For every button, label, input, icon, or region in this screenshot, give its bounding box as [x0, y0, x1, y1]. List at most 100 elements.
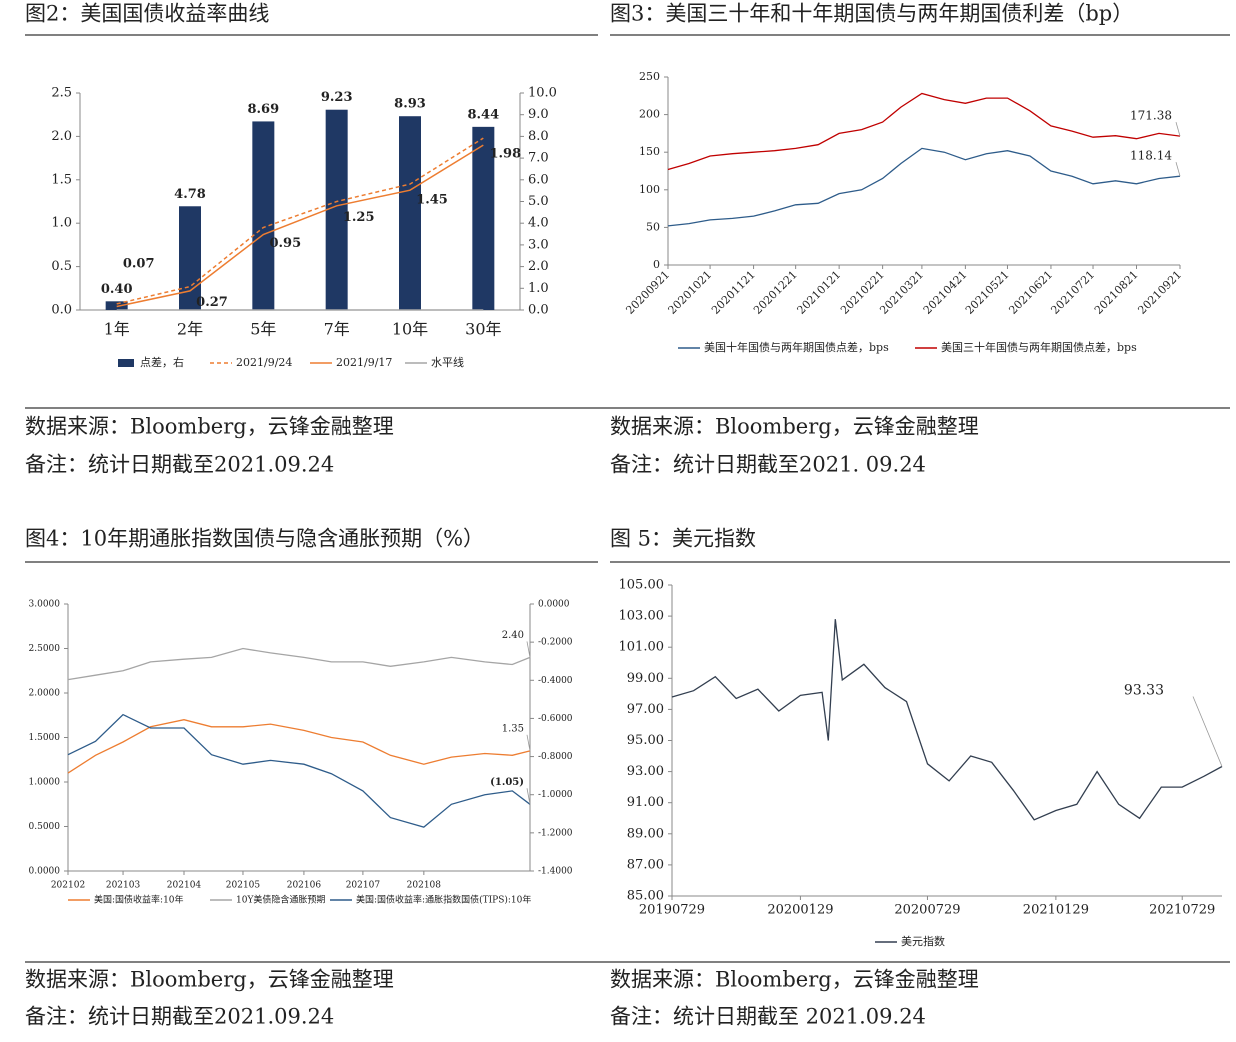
- label-leader: [1175, 122, 1181, 137]
- x-tick-label: 20200729: [894, 903, 960, 918]
- y-tick-label: 2.0: [51, 129, 72, 144]
- y-tick-label: 101.00: [619, 640, 665, 655]
- end-value-label: 2.40: [502, 630, 524, 641]
- x-tick-label: 1年: [104, 320, 130, 339]
- y-tick-label: 0.0000: [29, 867, 61, 877]
- y-tick-label: 2.0: [528, 259, 549, 274]
- y-tick-label: 100: [639, 183, 660, 196]
- series-line: [116, 137, 484, 305]
- legend-swatch: [118, 359, 134, 367]
- x-tick-label: 30年: [465, 320, 501, 339]
- point-value-label: 1.45: [416, 193, 448, 208]
- point-value-label: 0.95: [269, 236, 301, 251]
- y-tick-label: 1.0000: [29, 778, 61, 788]
- x-tick-label: 20210421: [921, 268, 970, 317]
- source-note: 数据来源：Bloomberg，云锋金融整理: [610, 415, 979, 439]
- series-line: [671, 619, 1223, 821]
- x-tick-label: 20200921: [623, 268, 672, 317]
- x-tick-label: 20210729: [1149, 903, 1215, 918]
- label-leader: [1192, 696, 1223, 767]
- date-note: 备注：统计日期截至2021.09.24: [25, 1005, 334, 1029]
- y-tick-label: 3.0: [528, 237, 549, 252]
- legend-label: 美国三十年国债与两年期国债点差，bps: [941, 340, 1137, 354]
- x-tick-label: 7年: [324, 320, 350, 339]
- y-tick-label: 2.5000: [29, 644, 61, 654]
- x-tick-label: 20210521: [963, 268, 1012, 317]
- y-tick-label: 6.0: [528, 172, 549, 187]
- date-note: 备注：统计日期截至2021. 09.24: [610, 453, 926, 477]
- x-tick-label: 20210121: [795, 268, 844, 317]
- y-tick-label: -1.0000: [538, 790, 573, 800]
- bar-value-label: 9.23: [321, 90, 353, 105]
- y-tick-label: -1.4000: [538, 867, 573, 877]
- y-tick-label: 50: [646, 220, 660, 233]
- y-tick-label: -0.4000: [538, 676, 573, 686]
- label-leader: [526, 641, 531, 658]
- y-tick-label: 99.00: [627, 671, 664, 686]
- x-tick-label: 202107: [346, 881, 381, 891]
- figure-title: 图4：10年期通胀指数国债与隐含通胀预期（%）: [25, 527, 484, 551]
- x-tick-label: 20190729: [639, 903, 705, 918]
- date-note: 备注：统计日期截至 2021.09.24: [610, 1005, 926, 1029]
- y-tick-label: 0.0: [528, 303, 549, 318]
- bar: [472, 126, 495, 311]
- x-tick-label: 202103: [106, 881, 141, 891]
- y-tick-label: 0.0: [51, 303, 72, 318]
- source-note: 数据来源：Bloomberg，云锋金融整理: [25, 968, 394, 992]
- date-note: 备注：统计日期截至2021.09.24: [25, 453, 334, 477]
- bar-value-label: 8.69: [247, 102, 279, 117]
- point-value-label: 1.25: [343, 210, 375, 225]
- legend-label: 点差，右: [140, 355, 184, 369]
- label-leader: [1175, 162, 1181, 177]
- x-tick-label: 202105: [226, 881, 261, 891]
- y-tick-label: 10.0: [528, 86, 557, 101]
- end-value-label: 93.33: [1124, 682, 1164, 698]
- x-tick-label: 10年: [392, 320, 428, 339]
- x-tick-label: 20210721: [1048, 268, 1097, 317]
- legend-label: 水平线: [431, 355, 464, 369]
- x-tick-label: 20201221: [751, 268, 800, 317]
- y-tick-label: 2.0000: [29, 689, 61, 699]
- y-tick-label: -1.2000: [538, 828, 573, 838]
- end-value-label: (1.05): [490, 777, 524, 788]
- end-value-label: 171.38: [1130, 109, 1172, 123]
- bar-value-label: 8.93: [394, 97, 426, 112]
- y-tick-label: 0: [653, 258, 660, 271]
- x-tick-label: 2年: [177, 320, 203, 339]
- y-tick-label: 95.00: [627, 733, 664, 748]
- y-tick-label: -0.6000: [538, 714, 573, 724]
- y-tick-label: 1.0: [528, 281, 549, 296]
- y-tick-label: 97.00: [627, 702, 664, 717]
- y-tick-label: 89.00: [627, 826, 664, 841]
- series-line: [667, 147, 1181, 227]
- y-tick-label: 91.00: [627, 795, 664, 810]
- x-tick-label: 20210129: [1023, 903, 1089, 918]
- x-tick-label: 202102: [51, 881, 85, 891]
- bar-value-label: 0.40: [101, 282, 133, 297]
- source-note: 数据来源：Bloomberg，云锋金融整理: [25, 415, 394, 439]
- x-tick-label: 20201021: [666, 268, 715, 317]
- y-tick-label: 5.0: [528, 194, 549, 209]
- y-tick-label: -0.8000: [538, 752, 573, 762]
- y-tick-label: 9.0: [528, 107, 549, 122]
- figure-title: 图3：美国三十年和十年期国债与两年期国债利差（bp）: [610, 2, 1133, 26]
- legend-label: 美国:国债收益率:10年: [94, 894, 184, 906]
- bar: [399, 116, 421, 311]
- y-tick-label: 0.5000: [29, 822, 61, 832]
- y-tick-label: 1.5000: [29, 733, 61, 743]
- y-tick-label: 87.00: [627, 857, 664, 872]
- x-tick-label: 5年: [250, 320, 276, 339]
- y-tick-label: 105.00: [619, 578, 665, 593]
- point-value-label: 0.27: [196, 295, 228, 310]
- y-tick-label: 1.5: [51, 172, 72, 187]
- y-tick-label: 0.5: [51, 259, 72, 274]
- source-note: 数据来源：Bloomberg，云锋金融整理: [610, 968, 979, 992]
- x-tick-label: 202104: [167, 881, 202, 891]
- y-tick-label: 85.00: [627, 889, 664, 904]
- bar: [325, 109, 348, 310]
- y-tick-label: 93.00: [627, 764, 664, 779]
- bar: [179, 206, 201, 310]
- y-tick-label: 0.0000: [538, 600, 570, 610]
